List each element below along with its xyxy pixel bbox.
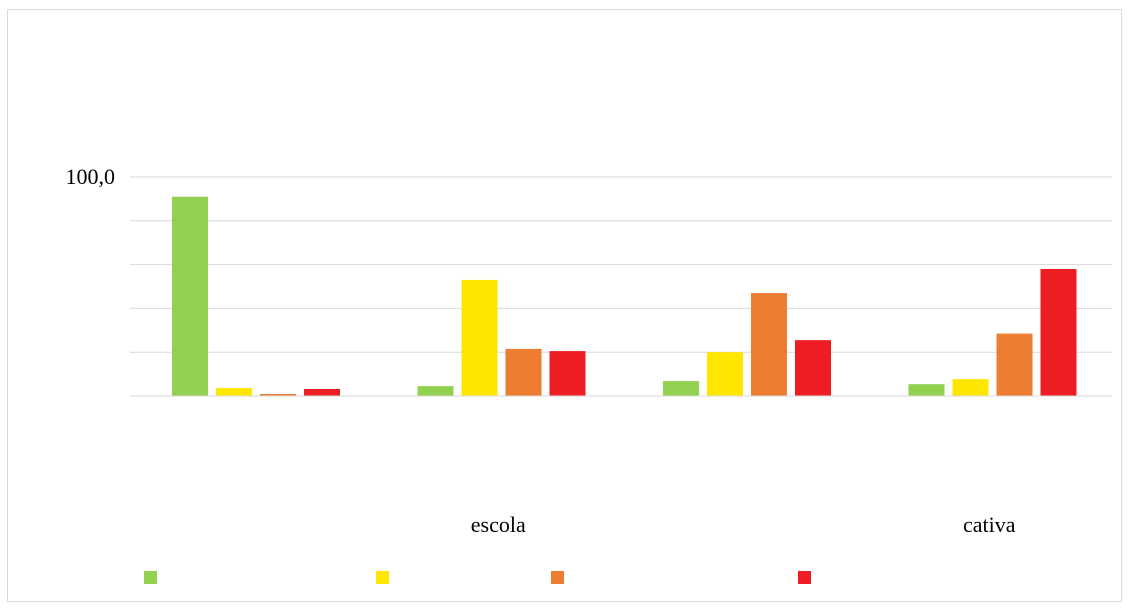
bar: [1040, 268, 1077, 396]
bar: [216, 388, 252, 396]
bar: [505, 348, 542, 396]
bar: [996, 333, 1033, 396]
gridlines: [130, 176, 1112, 353]
category-label: escola: [471, 512, 526, 537]
category-label: cativa: [963, 512, 1016, 537]
bar: [304, 388, 340, 396]
bar: [908, 384, 945, 396]
bar: [663, 381, 699, 396]
legend-swatch: [376, 571, 389, 584]
bar: [461, 279, 498, 396]
bar: [417, 386, 454, 396]
bar: [751, 293, 787, 396]
bar: [952, 379, 989, 396]
bar: [260, 394, 296, 396]
legend-swatch: [144, 571, 157, 584]
bar: [172, 196, 208, 396]
category-labels: escola cativa: [471, 512, 1016, 537]
bar: [795, 340, 831, 396]
bars: [172, 196, 1077, 396]
legend-swatch: [798, 571, 811, 584]
legend: [144, 571, 811, 584]
y-tick-label: 100,0: [66, 164, 116, 189]
y-axis-tick-labels: 100,0: [66, 164, 116, 189]
chart-frame: [7, 9, 1122, 602]
bar: [549, 351, 586, 396]
bar: [707, 352, 743, 396]
legend-swatch: [551, 571, 564, 584]
